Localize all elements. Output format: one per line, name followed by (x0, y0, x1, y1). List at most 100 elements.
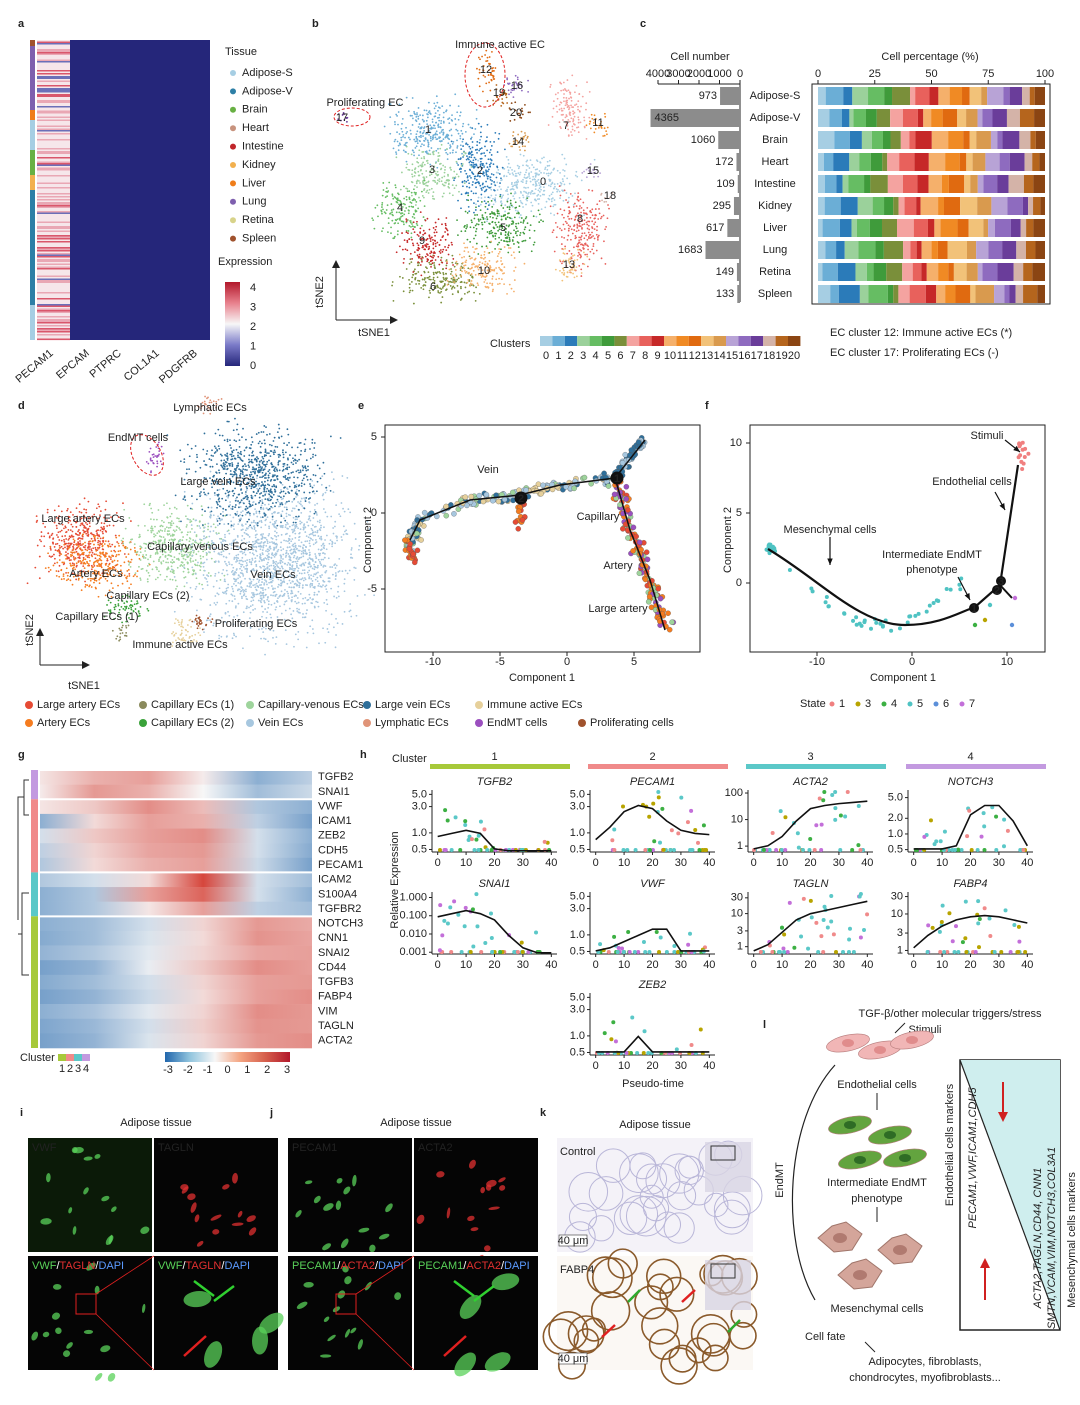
cell-dot (550, 200, 553, 203)
cell-dot (486, 282, 488, 285)
cell-dot (479, 171, 482, 174)
cluster-number: 1 (425, 124, 431, 136)
cell-dot (504, 148, 506, 151)
cell-dot (293, 554, 296, 557)
cell-dot (588, 237, 590, 240)
cell-dot (473, 263, 475, 266)
cell-dot (461, 152, 463, 155)
cell-dot (578, 241, 581, 244)
cell-dot (428, 149, 431, 152)
cell-dot (506, 200, 509, 203)
cell-dot (410, 205, 413, 208)
legend-swatch (639, 336, 652, 346)
legend-dot (230, 217, 236, 224)
cell-dot (560, 229, 563, 232)
stack-segment (1022, 197, 1029, 215)
cell-dot (465, 180, 468, 183)
cell-dot (200, 562, 202, 565)
cell-dot (449, 166, 452, 169)
stack-segment (1009, 285, 1016, 303)
legend-label: Heart (242, 122, 269, 134)
cell-dot (115, 536, 118, 539)
cell-dot (441, 105, 444, 108)
stack-segment (983, 175, 998, 193)
cell-dot (500, 197, 503, 200)
cell-dot (417, 117, 420, 120)
cell-dot (497, 283, 499, 286)
cell-dot (480, 135, 483, 138)
cell-dot (416, 157, 419, 160)
cell-dot (404, 150, 407, 153)
cell-dot (495, 267, 497, 269)
stack-segment (844, 241, 859, 259)
cell-dot (495, 176, 498, 179)
stack-segment (1034, 109, 1045, 127)
cluster-number: 4 (397, 202, 403, 214)
stack-segment (849, 109, 854, 127)
cell-dot (49, 548, 52, 551)
cell-dot (65, 571, 67, 574)
cell-dot (460, 266, 462, 269)
cell-dot (586, 216, 588, 219)
cell-dot (459, 137, 462, 140)
cell-dot (158, 560, 160, 562)
cell-dot (97, 563, 100, 565)
heatmap-row (37, 181, 70, 183)
heatmap-row (37, 124, 70, 126)
cell-dot (423, 277, 426, 279)
cell-dot (468, 255, 471, 258)
cell-dot (580, 272, 583, 274)
cell-dot (311, 539, 314, 541)
cell-dot (183, 563, 186, 566)
cell-dot (460, 285, 462, 288)
cell-dot (150, 527, 152, 530)
heatmap-row (37, 206, 70, 209)
cell-dot (89, 579, 92, 582)
cell-dot (485, 275, 488, 278)
cell-dot (415, 222, 418, 225)
cell-dot (533, 192, 536, 195)
cell-dot (496, 189, 499, 191)
cell-dot (586, 255, 589, 258)
cell-dot (478, 149, 481, 152)
stack-segment (977, 175, 984, 193)
cell-dot (337, 590, 339, 593)
heatmap-row (37, 92, 70, 95)
bar-value: 617 (706, 222, 724, 234)
cell-dot (484, 185, 486, 188)
cell-dot (478, 220, 480, 222)
cell-dot (523, 149, 526, 152)
cell-dot (399, 217, 402, 220)
cell-dot (422, 161, 425, 164)
cell-dot (526, 137, 529, 139)
cell-dot (501, 225, 504, 228)
cluster-number: 18 (604, 190, 616, 202)
cell-dot (400, 209, 403, 212)
cell-dot (450, 241, 453, 244)
stack-segment (977, 197, 992, 215)
cell-dot (464, 130, 467, 133)
cell-dot (591, 214, 594, 217)
cell-dot (147, 529, 149, 532)
cell-dot (479, 209, 482, 212)
cell-dot (294, 542, 296, 545)
stack-segment (962, 87, 970, 105)
cell-dot (447, 118, 449, 120)
cell-dot (172, 522, 175, 525)
stack-segment (938, 263, 949, 281)
cell-dot (429, 255, 432, 258)
cell-dot (577, 245, 580, 247)
cell-dot (564, 89, 567, 91)
cell-dot (94, 535, 97, 537)
cell-dot (134, 608, 137, 610)
cell-dot (516, 179, 519, 182)
cell-dot (446, 229, 449, 232)
cell-dot (417, 165, 420, 168)
cell-dot (198, 582, 201, 585)
heatmap-row (37, 269, 70, 272)
cell-dot (578, 239, 581, 242)
cell-dot (506, 188, 508, 191)
cell-dot (421, 165, 424, 167)
legend-swatch (564, 336, 578, 346)
cell-dot (457, 291, 460, 294)
